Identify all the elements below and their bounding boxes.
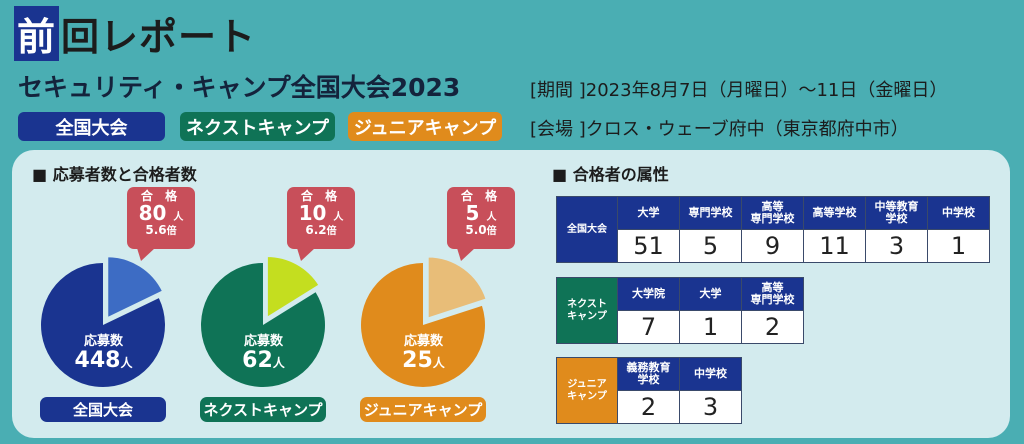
- table-label: 全国大会: [556, 196, 618, 263]
- table-header: 専門学校: [679, 196, 742, 230]
- ratio-unit: 倍: [166, 225, 177, 237]
- table-label: ジュニア キャンプ: [556, 357, 618, 424]
- pie-chart-0: [40, 255, 165, 387]
- table-cell: 51: [617, 229, 680, 263]
- pie-name: ネクストキャンプ: [200, 397, 326, 422]
- table-cell: 11: [803, 229, 866, 263]
- applicants-heading: ■ 応募者数と合格者数: [32, 165, 197, 184]
- unit: 人: [486, 211, 497, 223]
- passed-label: 合 格: [300, 189, 342, 203]
- ratio-unit: 倍: [326, 225, 337, 237]
- ratio-unit: 倍: [486, 225, 497, 237]
- applicants-caption: 応募数: [243, 334, 283, 349]
- ratio: 5.0: [465, 222, 487, 237]
- pie-applicants-slice: [360, 263, 485, 387]
- pie-passed-slice: [426, 255, 488, 320]
- passed-label: 合 格: [140, 189, 182, 203]
- pie-passed-slice: [106, 255, 165, 320]
- passed-count: 80: [138, 200, 167, 225]
- applicants-label: 応募数 62人: [201, 334, 326, 374]
- table-header: 中等教育 学校: [865, 196, 928, 230]
- table-header: 大学: [617, 196, 680, 230]
- pie-name: ジュニアキャンプ: [360, 397, 486, 422]
- title-text: 回レポート: [61, 15, 257, 59]
- applicants-count: 25: [402, 348, 433, 374]
- attribute-table-1: ネクスト キャンプ 大学院 大学 高等 専門学校 7 1 2: [556, 277, 804, 344]
- table-cell: 2: [617, 390, 680, 424]
- passed-callout: 合 格 5 人 5.0倍: [447, 187, 515, 261]
- unit: 人: [333, 211, 344, 223]
- table-cell: 3: [865, 229, 928, 263]
- pie-chart-2: [360, 255, 488, 387]
- passed-count: 10: [298, 200, 327, 225]
- table-header: 中学校: [679, 357, 742, 391]
- table-header: 高等 専門学校: [741, 277, 804, 311]
- table-cell: 2: [741, 310, 804, 344]
- attribute-table-2: ジュニア キャンプ 義務教育 学校 中学校 2 3: [556, 357, 742, 424]
- table-cell: 1: [927, 229, 990, 263]
- badge-next: ネクストキャンプ: [180, 112, 335, 141]
- table-header: 高等学校: [803, 196, 866, 230]
- table-cell: 7: [617, 310, 680, 344]
- badge-national: 全国大会: [18, 112, 165, 141]
- table-cell: 1: [679, 310, 742, 344]
- passed-count: 5: [465, 200, 480, 225]
- applicants-caption: 応募数: [83, 334, 123, 349]
- table-header: 大学: [679, 277, 742, 311]
- applicants-caption: 応募数: [403, 334, 443, 349]
- table-label: ネクスト キャンプ: [556, 277, 618, 344]
- applicants-count: 448: [74, 348, 121, 374]
- table-header: 中学校: [927, 196, 990, 230]
- ratio: 5.6: [145, 222, 167, 237]
- table-cell: 9: [741, 229, 804, 263]
- pie-passed-slice: [265, 255, 321, 320]
- unit: 人: [173, 211, 184, 223]
- attributes-heading: ■ 合格者の属性: [552, 165, 669, 184]
- table-header: 義務教育 学校: [617, 357, 680, 391]
- pie-name: 全国大会: [40, 397, 166, 422]
- table-header: 大学院: [617, 277, 680, 311]
- title-highlight: 前: [14, 6, 60, 61]
- event-period: [期間 ]2023年8月7日（月曜日）～11日（金曜日）: [530, 80, 948, 101]
- pie-applicants-slice: [201, 263, 325, 387]
- applicants-label: 応募数 25人: [361, 334, 486, 374]
- pie-applicants-slice: [40, 263, 165, 387]
- passed-callout: 合 格 10 人 6.2倍: [287, 187, 355, 261]
- pie-chart-1: [201, 255, 325, 387]
- page-title: 前回レポート: [14, 6, 256, 61]
- attribute-table-0: 全国大会 大学 専門学校 高等 専門学校 高等学校 中等教育 学校 中学校 51 5 9 11 3 1: [556, 196, 990, 263]
- applicants-count: 62: [242, 348, 273, 374]
- table-header: 高等 専門学校: [741, 196, 804, 230]
- unit: 人: [272, 356, 285, 371]
- passed-label: 合 格: [460, 189, 502, 203]
- table-cell: 3: [679, 390, 742, 424]
- table-cell: 5: [679, 229, 742, 263]
- unit: 人: [120, 356, 133, 371]
- applicants-label: 応募数 448人: [41, 334, 166, 374]
- event-venue: [会場 ]クロス・ウェーブ府中（東京都府中市）: [530, 119, 909, 140]
- subtitle: セキュリティ・キャンプ全国大会2023: [18, 73, 461, 102]
- ratio: 6.2: [305, 222, 327, 237]
- unit: 人: [432, 356, 445, 371]
- badge-junior: ジュニアキャンプ: [348, 112, 502, 141]
- passed-callout: 合 格 80 人 5.6倍: [127, 187, 195, 261]
